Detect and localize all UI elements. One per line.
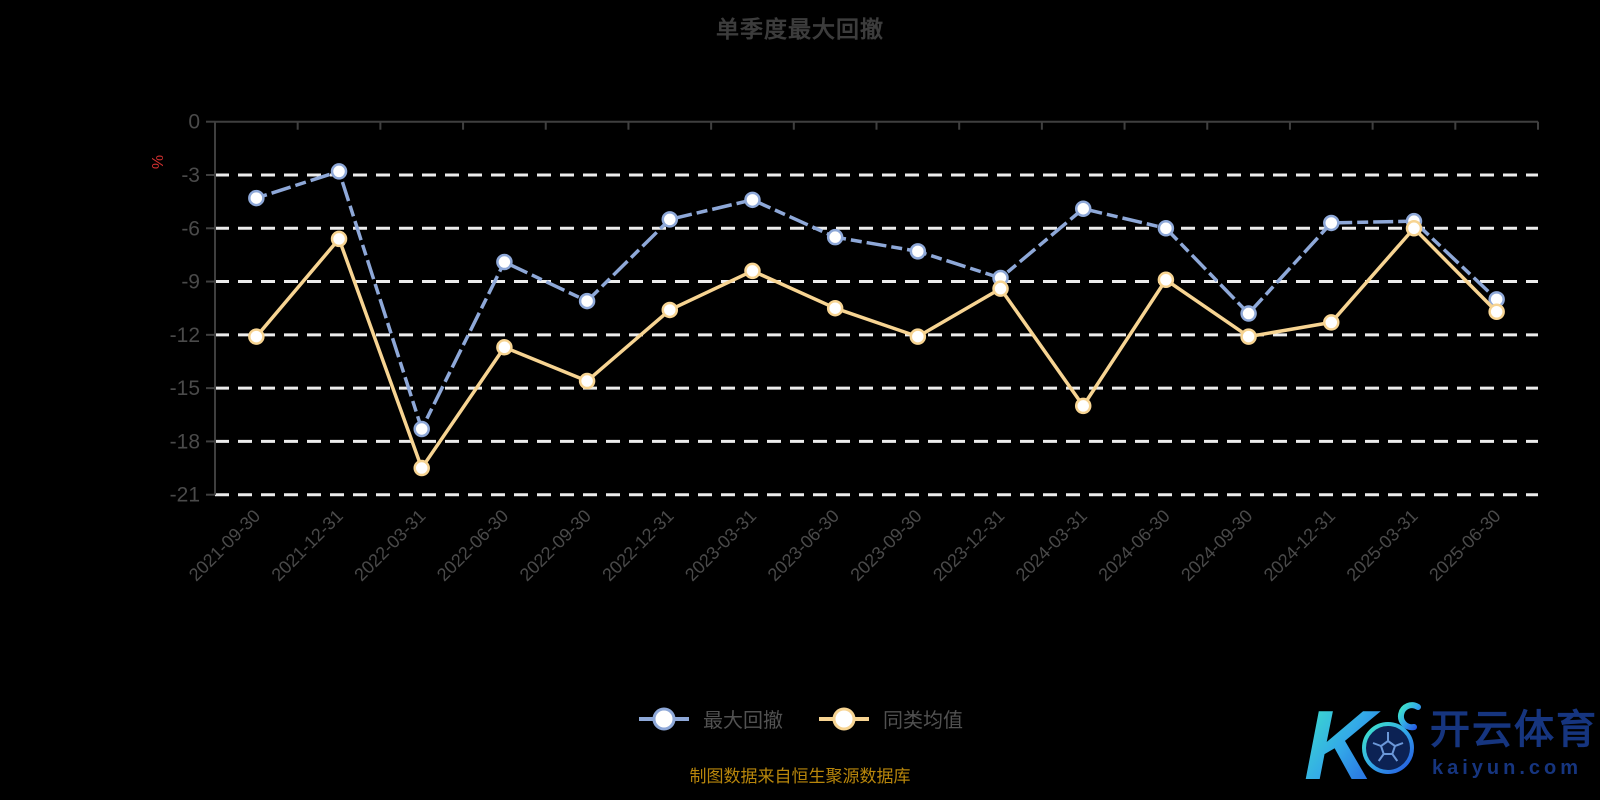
watermark-swirl-icon (1397, 702, 1421, 731)
data-point (330, 230, 348, 248)
data-point (1323, 214, 1340, 232)
data-point (826, 228, 844, 246)
x-axis-label: 2021-12-31 (268, 506, 347, 585)
data-point (248, 328, 265, 345)
x-axis-label: 2023-12-31 (929, 506, 1008, 585)
x-axis-label: 2024-03-31 (1012, 506, 1091, 585)
x-axis-label: 2025-06-30 (1425, 506, 1504, 585)
kaiyun-watermark-logo: K 开云体育 kaiyun.com (1304, 690, 1598, 800)
x-axis-label: 2023-09-30 (846, 506, 925, 585)
data-point (744, 262, 761, 280)
x-axis-label: 2021-09-30 (185, 506, 264, 585)
data-point (1157, 271, 1175, 289)
y-axis-label: -21 (170, 484, 200, 507)
data-point (248, 189, 265, 207)
data-point (578, 292, 596, 310)
watermark-brand-text: 开云体育 (1430, 708, 1598, 752)
data-point (413, 459, 430, 477)
data-point (909, 328, 927, 345)
data-point (744, 191, 761, 209)
soccer-ball-icon (1362, 722, 1414, 774)
data-point (1157, 220, 1175, 237)
y-axis-label: -9 (181, 271, 200, 294)
x-axis-label: 2022-03-31 (350, 506, 429, 585)
data-point (661, 211, 679, 228)
x-axis-label: 2024-06-30 (1094, 506, 1173, 585)
legend-item-1[interactable]: 同类均值 (817, 704, 963, 733)
data-point (1323, 314, 1340, 331)
legend-item-0[interactable]: 最大回撤 (637, 704, 783, 733)
y-axis-label: -15 (170, 377, 200, 400)
x-axis-label: 2022-12-31 (598, 506, 677, 585)
x-axis-label: 2022-06-30 (433, 506, 512, 585)
x-axis-label: 2023-03-31 (681, 506, 760, 585)
data-point (909, 243, 927, 260)
legend: 最大回撤 同类均值 (0, 704, 1600, 733)
data-point (496, 339, 513, 356)
watermark: K 开云体育 kaiyun.com (1300, 690, 1600, 800)
legend-marker-icon (639, 707, 689, 730)
x-axis-label: 2025-03-31 (1343, 506, 1422, 585)
data-point (1240, 328, 1257, 345)
data-point (413, 420, 430, 438)
series-line (255, 169, 1498, 431)
series-line (255, 226, 1498, 470)
data-point (1240, 305, 1257, 322)
y-axis-label: -3 (181, 164, 200, 187)
data-source-note: 制图数据来自恒生聚源数据库 (689, 767, 911, 786)
data-point (1074, 397, 1092, 415)
data-point (992, 280, 1009, 297)
watermark-domain-text: kaiyun.com (1432, 757, 1582, 779)
y-axis-label: -6 (181, 217, 200, 240)
data-point (826, 299, 844, 317)
legend-item-label: 同类均值 (883, 710, 963, 732)
y-axis-label: -12 (170, 324, 200, 347)
x-axis-label: 2022-09-30 (516, 506, 595, 585)
y-axis-label: -18 (170, 430, 200, 453)
data-point (1074, 200, 1092, 217)
y-axis-unit-label: % (148, 155, 165, 169)
legend-item-label: 最大回撤 (703, 710, 783, 732)
data-point (496, 253, 513, 271)
data-point (330, 163, 348, 180)
legend-marker-icon (819, 707, 869, 730)
data-point (661, 301, 679, 319)
page-title: 单季度最大回撤 (716, 16, 884, 42)
data-point (1405, 220, 1423, 237)
y-axis-label: 0 (188, 111, 200, 134)
x-axis-label: 2023-06-30 (764, 506, 843, 585)
data-point (1488, 303, 1505, 321)
x-axis-label: 2024-09-30 (1177, 506, 1256, 585)
x-axis-label: 2024-12-31 (1260, 506, 1339, 585)
data-point (578, 372, 596, 390)
